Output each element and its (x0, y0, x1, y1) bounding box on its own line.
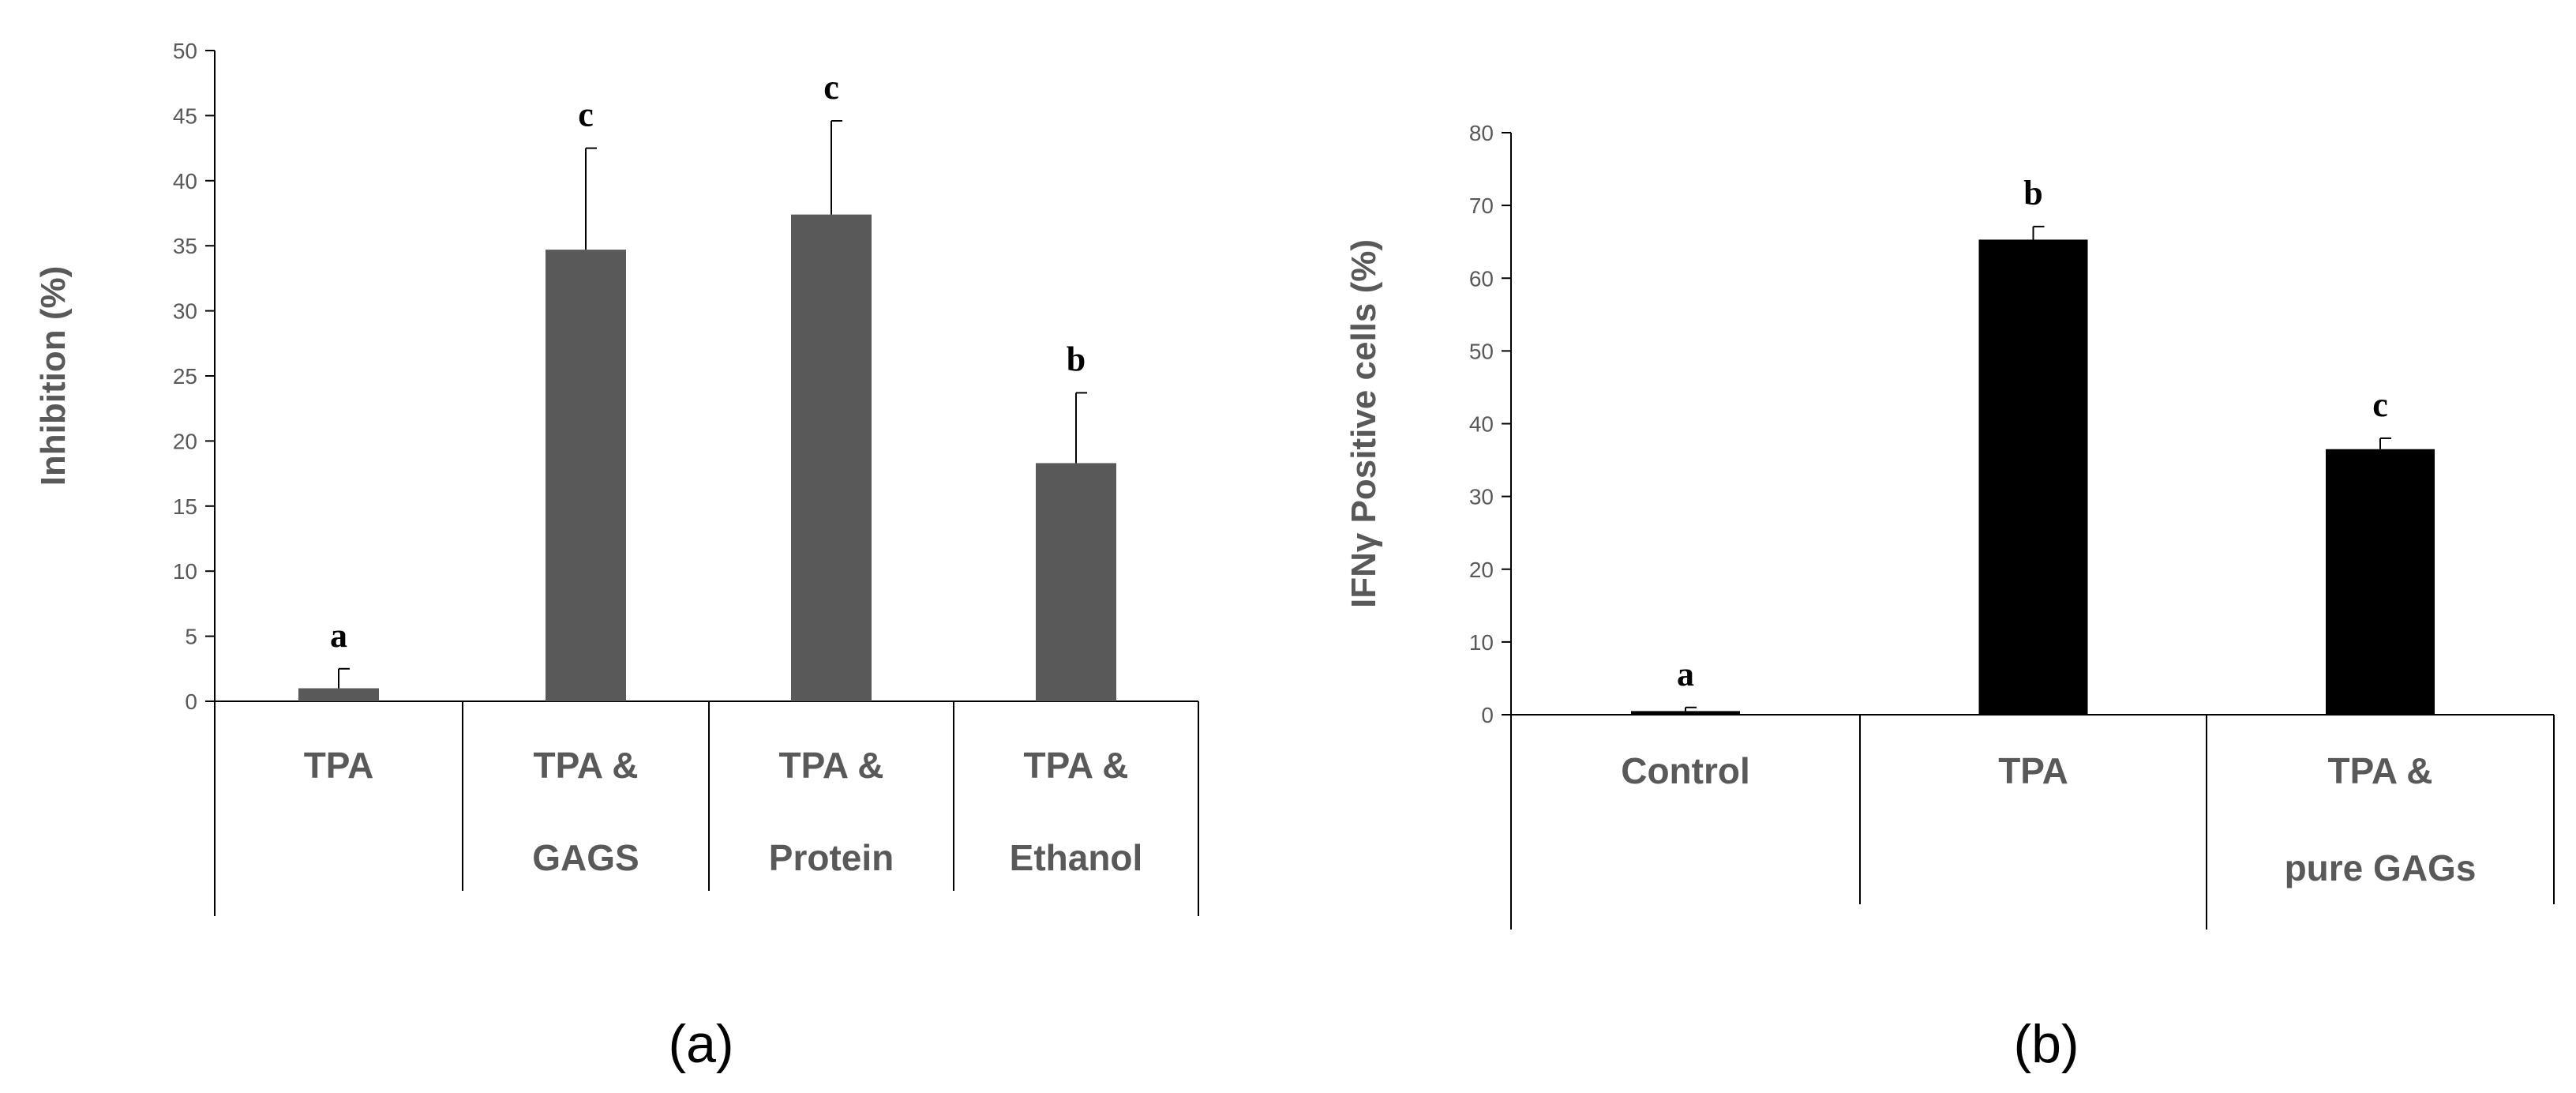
bar (2326, 449, 2435, 715)
y-tick-label: 20 (173, 429, 197, 453)
category-label: GAGS (532, 837, 639, 878)
bar (1631, 711, 1740, 715)
significance-letter: a (1677, 655, 1694, 693)
y-axis-title: IFNγ Positive cells (%) (1344, 239, 1383, 608)
significance-letter: b (1067, 340, 1086, 378)
category-label: TPA (1998, 750, 2068, 791)
y-tick-label: 50 (173, 39, 197, 63)
bar (791, 214, 872, 701)
bar (1978, 239, 2088, 716)
category-label: pure GAGs (2285, 847, 2477, 888)
significance-letter: c (823, 68, 839, 107)
significance-letter: c (2372, 385, 2388, 424)
y-tick-label: 0 (1481, 703, 1494, 727)
chart-inhibition: 0 5 10 15 20 25 30 35 40 45 50 a TPA c TPA & GAGS c TPA &… (34, 39, 1199, 1074)
category-label: Ethanol (1010, 837, 1143, 878)
significance-letter: b (2023, 174, 2042, 212)
panel-label: (a) (668, 1014, 733, 1074)
y-axis-title: Inhibition (%) (34, 266, 73, 486)
y-tick-label: 30 (1469, 485, 1494, 509)
panel-label: (b) (2013, 1014, 2079, 1074)
y-tick-label: 40 (173, 169, 197, 193)
y-tick-label: 60 (1469, 266, 1494, 291)
category-label: Control (1621, 750, 1750, 791)
category-label: TPA & (1024, 745, 1129, 786)
category-label: TPA & (534, 745, 639, 786)
significance-letter: a (330, 616, 347, 655)
y-tick-label: 45 (173, 103, 197, 128)
y-tick-label: 80 (1469, 121, 1494, 145)
y-tick-label: 35 (173, 234, 197, 258)
category-label: Protein (769, 837, 894, 878)
chart-ifng-positive-cells: 0 10 20 30 40 50 60 70 80 a Control b TPA c TPA & pure … (1344, 121, 2555, 1074)
y-tick-label: 25 (173, 364, 197, 389)
category-label: TPA & (779, 745, 884, 786)
y-tick-label: 50 (1469, 339, 1494, 363)
y-tick-label: 15 (173, 494, 197, 519)
y-tick-label: 0 (185, 689, 197, 714)
significance-letter: c (578, 96, 594, 134)
y-tick-label: 10 (173, 559, 197, 584)
category-label: TPA & (2328, 750, 2433, 791)
bar (1036, 463, 1116, 701)
y-tick-label: 10 (1469, 630, 1494, 655)
y-tick-label: 30 (173, 299, 197, 324)
y-tick-label: 5 (185, 625, 197, 649)
category-label: TPA (304, 745, 374, 786)
bar (298, 688, 379, 701)
bar (546, 250, 626, 701)
y-tick-label: 70 (1469, 193, 1494, 218)
y-tick-label: 40 (1469, 412, 1494, 437)
y-tick-label: 20 (1469, 558, 1494, 582)
